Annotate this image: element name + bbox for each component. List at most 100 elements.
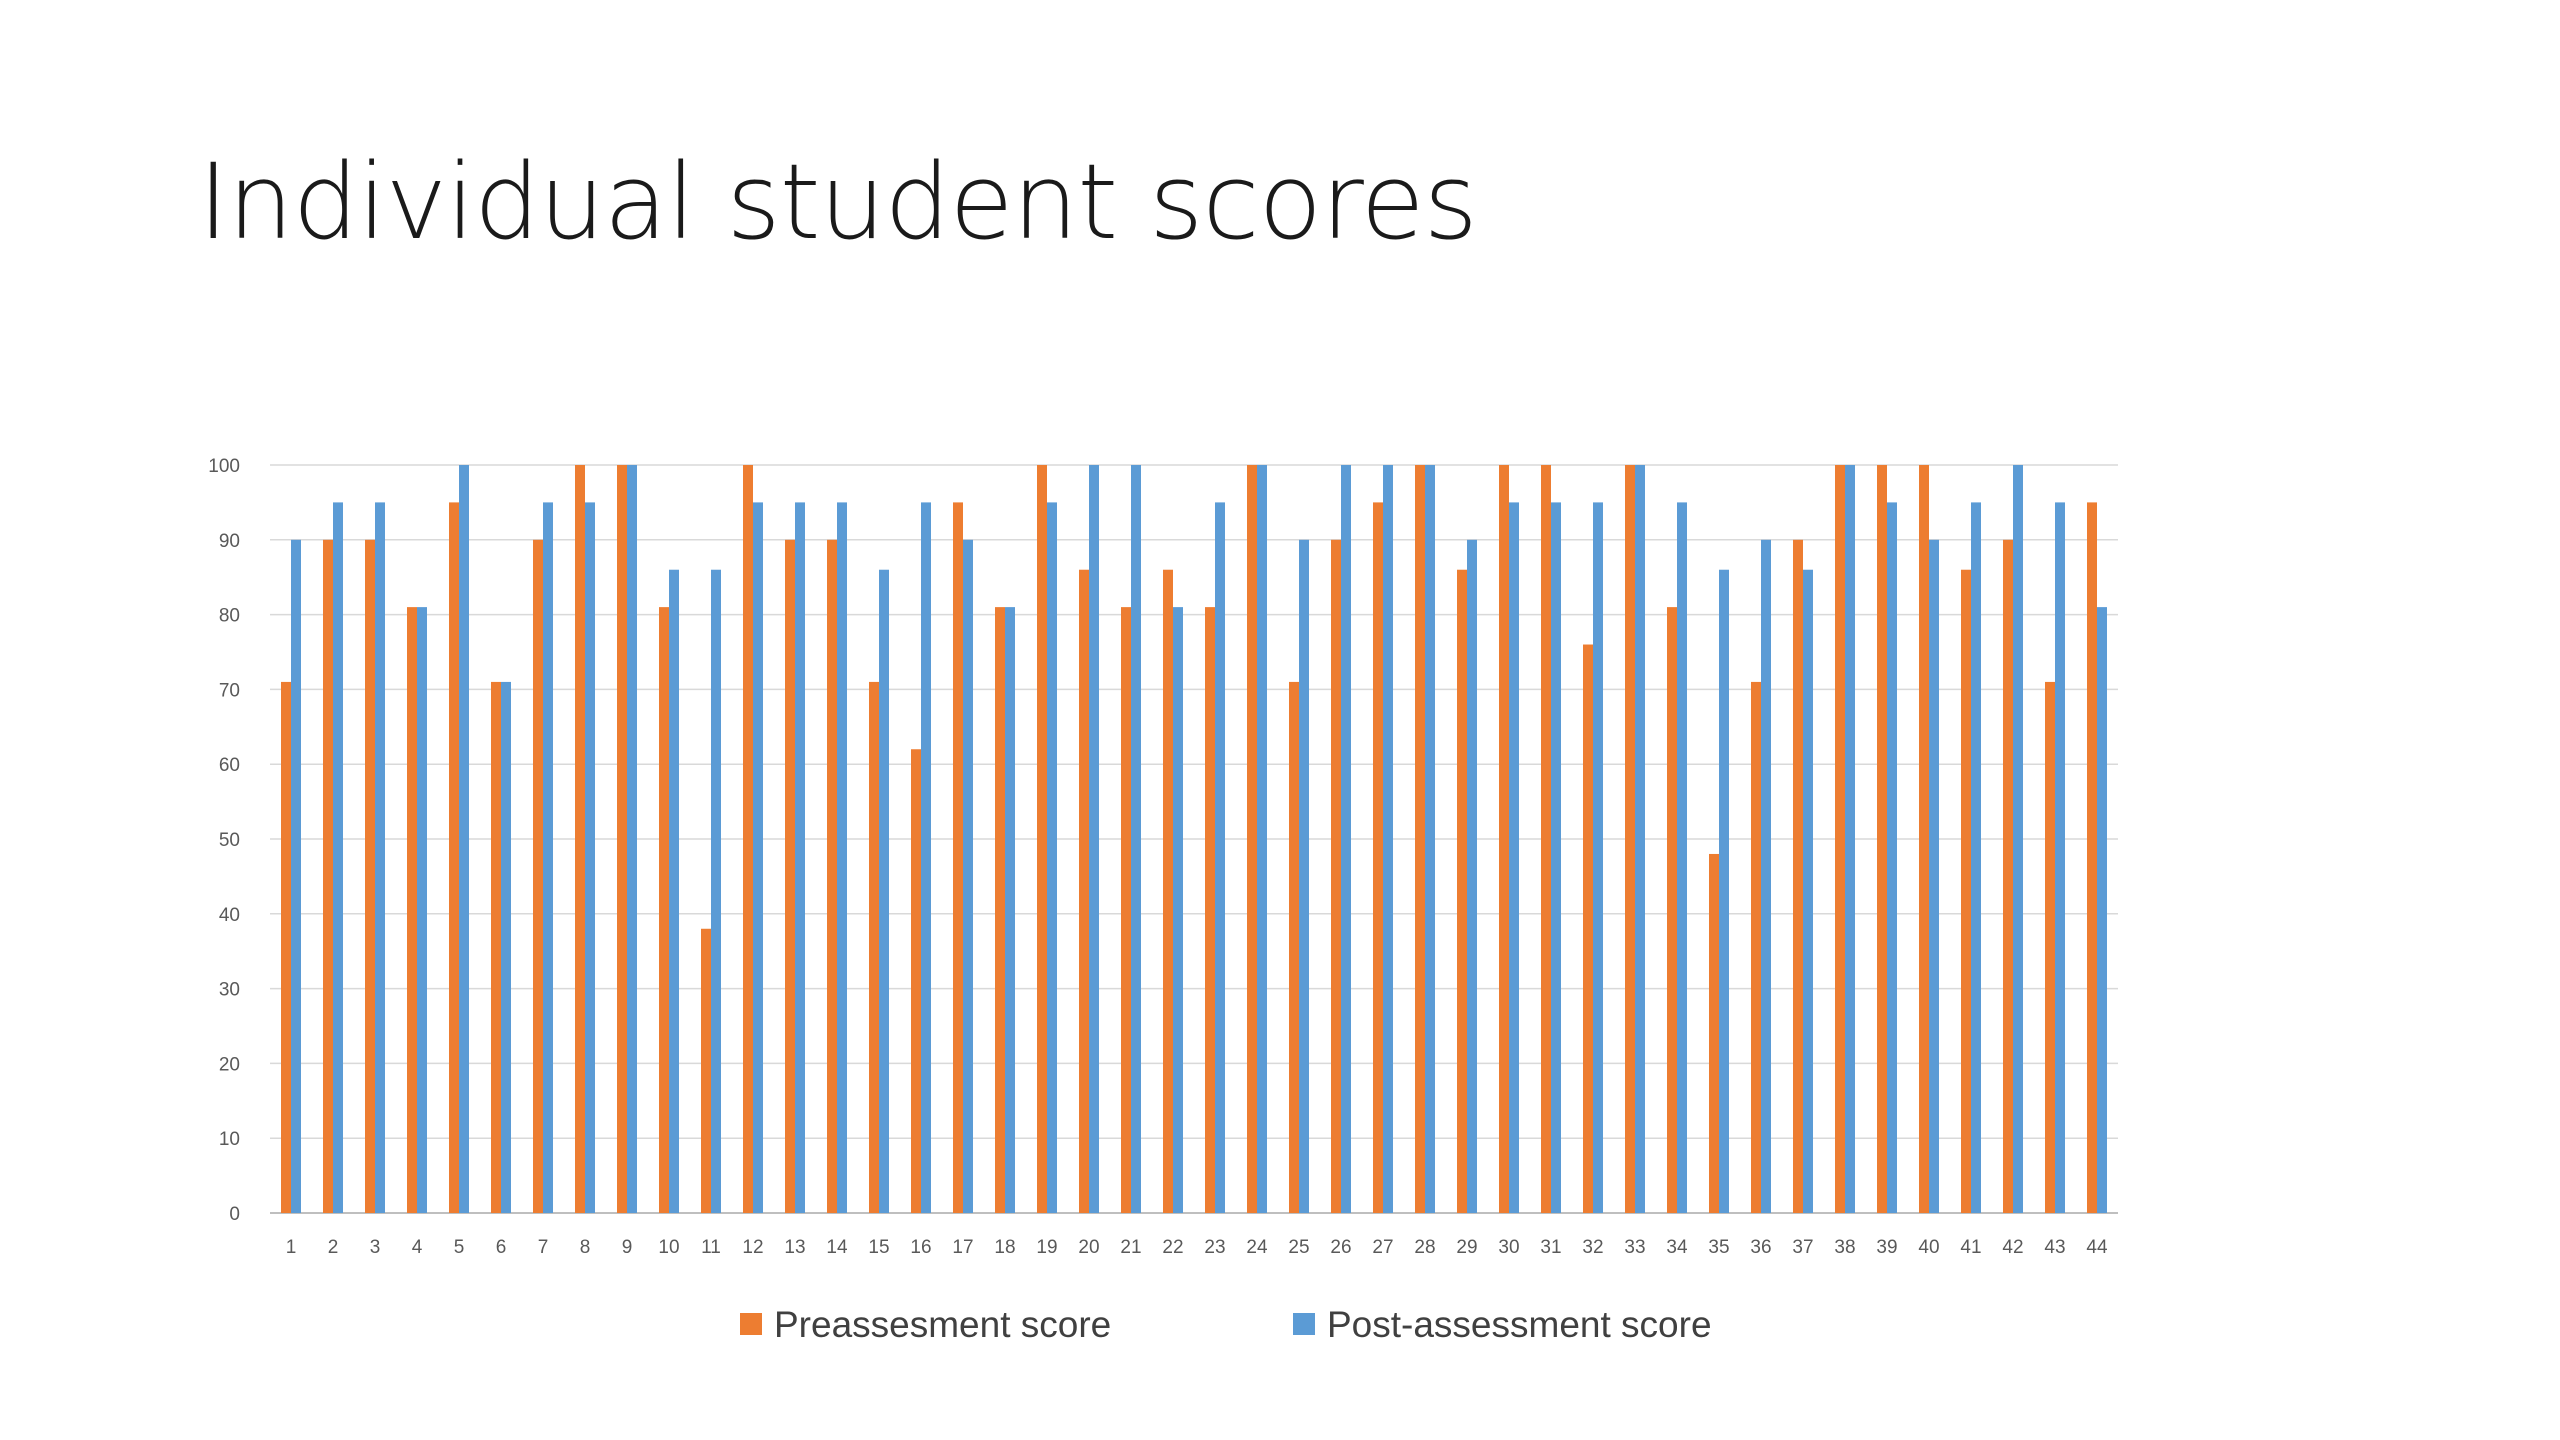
bar-preassessment: [1037, 465, 1047, 1213]
bar-post-assessment: [1047, 502, 1057, 1213]
x-tick-label: 27: [1372, 1237, 1393, 1258]
bar-post-assessment: [1173, 607, 1183, 1213]
x-tick-label: 6: [496, 1237, 507, 1258]
x-tick-label: 13: [784, 1237, 805, 1258]
bar-preassessment: [1289, 681, 1299, 1213]
bar-preassessment: [1415, 465, 1425, 1213]
bar-post-assessment: [753, 502, 763, 1213]
bar-preassessment: [281, 681, 291, 1213]
y-tick-label: 0: [229, 1204, 240, 1225]
x-tick-label: 34: [1666, 1237, 1688, 1258]
bar-post-assessment: [1467, 539, 1477, 1213]
x-tick-label: 12: [742, 1237, 763, 1258]
x-tick-label: 17: [952, 1237, 973, 1258]
bar-post-assessment: [837, 502, 847, 1213]
bar-preassessment: [1121, 607, 1131, 1213]
bar-preassessment: [701, 928, 711, 1213]
y-tick-label: 30: [219, 980, 240, 1001]
bar-preassessment: [1793, 539, 1803, 1213]
bar-preassessment: [1331, 539, 1341, 1213]
y-tick-label: 40: [219, 905, 240, 926]
bar-post-assessment: [711, 569, 721, 1213]
y-tick-label: 20: [219, 1054, 240, 1075]
x-tick-label: 37: [1792, 1237, 1813, 1258]
bar-post-assessment: [1677, 502, 1687, 1213]
bar-preassessment: [1499, 465, 1509, 1213]
x-tick-label: 38: [1834, 1237, 1855, 1258]
bar-post-assessment: [1089, 465, 1099, 1213]
bar-preassessment: [1247, 465, 1257, 1213]
bar-post-assessment: [795, 502, 805, 1213]
x-tick-label: 42: [2002, 1237, 2023, 1258]
x-tick-label: 39: [1876, 1237, 1897, 1258]
bar-preassessment: [995, 607, 1005, 1213]
x-tick-label: 20: [1078, 1237, 1099, 1258]
y-tick-label: 80: [219, 606, 240, 627]
x-tick-label: 32: [1582, 1237, 1603, 1258]
bar-post-assessment: [585, 502, 595, 1213]
bar-post-assessment: [1761, 539, 1771, 1213]
bar-post-assessment: [921, 502, 931, 1213]
bar-preassessment: [1373, 502, 1383, 1213]
bar-post-assessment: [879, 569, 889, 1213]
bar-post-assessment: [333, 502, 343, 1213]
x-tick-label: 29: [1456, 1237, 1477, 1258]
bar-preassessment: [1583, 644, 1593, 1213]
x-tick-label: 7: [538, 1237, 549, 1258]
x-tick-label: 21: [1120, 1237, 1141, 1258]
x-tick-label: 35: [1708, 1237, 1729, 1258]
x-tick-label: 5: [454, 1237, 465, 1258]
x-tick-label: 23: [1204, 1237, 1225, 1258]
legend-swatch-post-assessment: [1293, 1313, 1315, 1335]
bar-post-assessment: [1215, 502, 1225, 1213]
bar-post-assessment: [627, 465, 637, 1213]
x-tick-label: 19: [1036, 1237, 1057, 1258]
bar-post-assessment: [543, 502, 553, 1213]
y-tick-label: 90: [219, 531, 240, 552]
bar-preassessment: [1205, 607, 1215, 1213]
bar-preassessment: [1751, 681, 1761, 1213]
bar-post-assessment: [2013, 465, 2023, 1213]
bar-post-assessment: [1971, 502, 1981, 1213]
y-tick-label: 50: [219, 830, 240, 851]
bar-post-assessment: [1593, 502, 1603, 1213]
bar-preassessment: [407, 607, 417, 1213]
bar-preassessment: [1625, 465, 1635, 1213]
y-tick-label: 60: [219, 755, 240, 776]
bar-preassessment: [869, 681, 879, 1213]
bar-post-assessment: [1551, 502, 1561, 1213]
x-tick-label: 41: [1960, 1237, 1981, 1258]
legend-swatch-preassessment: [740, 1313, 762, 1335]
x-tick-label: 43: [2044, 1237, 2065, 1258]
bar-post-assessment: [1005, 607, 1015, 1213]
bar-post-assessment: [2055, 502, 2065, 1213]
bar-post-assessment: [669, 569, 679, 1213]
bar-post-assessment: [1383, 465, 1393, 1213]
x-tick-label: 31: [1540, 1237, 1561, 1258]
bar-post-assessment: [417, 607, 427, 1213]
y-tick-label: 70: [219, 680, 240, 701]
bar-preassessment: [575, 465, 585, 1213]
bar-preassessment: [1541, 465, 1551, 1213]
bar-post-assessment: [963, 539, 973, 1213]
y-tick-label: 10: [219, 1129, 240, 1150]
bar-post-assessment: [1719, 569, 1729, 1213]
x-tick-label: 11: [701, 1237, 721, 1258]
slide-title: Individual student scores: [198, 141, 1478, 263]
bar-preassessment: [1163, 569, 1173, 1213]
bar-post-assessment: [1131, 465, 1141, 1213]
x-tick-label: 28: [1414, 1237, 1435, 1258]
bar-preassessment: [2003, 539, 2013, 1213]
x-tick-label: 15: [868, 1237, 889, 1258]
x-tick-label: 24: [1246, 1237, 1268, 1258]
bar-preassessment: [743, 465, 753, 1213]
x-tick-label: 3: [370, 1237, 381, 1258]
x-tick-label: 30: [1498, 1237, 1519, 1258]
x-tick-label: 2: [328, 1237, 339, 1258]
bar-preassessment: [1835, 465, 1845, 1213]
x-tick-label: 1: [286, 1237, 297, 1258]
x-tick-label: 22: [1162, 1237, 1183, 1258]
bar-preassessment: [323, 539, 333, 1213]
bar-post-assessment: [501, 681, 511, 1213]
